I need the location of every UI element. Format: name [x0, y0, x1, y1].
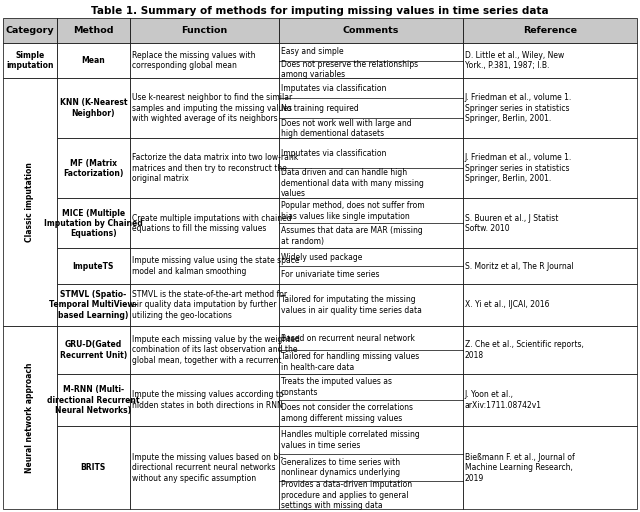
- Text: Does not preserve the relationships
among variables: Does not preserve the relationships amon…: [281, 60, 418, 79]
- Text: Z. Che et al., Scientific reports,
2018: Z. Che et al., Scientific reports, 2018: [465, 340, 584, 359]
- Text: M-RNN (Multi-
directional Recurrent
Neural Networks): M-RNN (Multi- directional Recurrent Neur…: [47, 385, 140, 415]
- Bar: [57, 326, 130, 374]
- Bar: [463, 326, 637, 374]
- Bar: [463, 43, 637, 78]
- Bar: [130, 326, 279, 374]
- Text: Table 1. Summary of methods for imputing missing values in time series data: Table 1. Summary of methods for imputing…: [91, 6, 549, 16]
- Text: Tailored for handling missing values
in health-care data: Tailored for handling missing values in …: [281, 352, 419, 372]
- Text: Replace the missing values with
corresponding global mean: Replace the missing values with correspo…: [132, 51, 255, 70]
- Bar: [279, 18, 463, 43]
- Bar: [130, 78, 279, 138]
- Bar: [279, 374, 463, 426]
- Text: Does not consider the correlations
among different missing values: Does not consider the correlations among…: [281, 403, 413, 423]
- Bar: [279, 326, 463, 374]
- Bar: [57, 78, 130, 138]
- Text: No training required: No training required: [281, 104, 358, 113]
- Text: KNN (K-Nearest
Neighbor): KNN (K-Nearest Neighbor): [60, 98, 127, 118]
- Text: Method: Method: [73, 26, 113, 35]
- Bar: [3, 78, 57, 326]
- Bar: [3, 18, 57, 43]
- Bar: [3, 43, 57, 78]
- Bar: [463, 426, 637, 509]
- Bar: [463, 18, 637, 43]
- Bar: [279, 426, 463, 509]
- Bar: [279, 43, 463, 78]
- Bar: [279, 78, 463, 138]
- Bar: [279, 198, 463, 248]
- Text: Reference: Reference: [523, 26, 577, 35]
- Text: MICE (Multiple
Imputation by Chained
Equations): MICE (Multiple Imputation by Chained Equ…: [44, 208, 143, 238]
- Bar: [57, 18, 130, 43]
- Text: J. Yoon et al.,
arXiv:1711.08742v1: J. Yoon et al., arXiv:1711.08742v1: [465, 390, 541, 410]
- Text: Impute each missing value by the weighted
combination of its last observation an: Impute each missing value by the weighte…: [132, 335, 300, 365]
- Text: Imputates via classification: Imputates via classification: [281, 149, 386, 158]
- Text: STMVL (Spatio-
Temporal MultiView-
based Learning): STMVL (Spatio- Temporal MultiView- based…: [49, 290, 138, 319]
- Bar: [57, 284, 130, 326]
- Bar: [57, 198, 130, 248]
- Bar: [130, 18, 279, 43]
- Text: Does not work well with large and
high dementional datasets: Does not work well with large and high d…: [281, 118, 412, 138]
- Text: For univariate time series: For univariate time series: [281, 270, 380, 279]
- Bar: [463, 284, 637, 326]
- Text: Tailored for imputating the missing
values in air quality time series data: Tailored for imputating the missing valu…: [281, 295, 422, 314]
- Bar: [3, 326, 57, 509]
- Bar: [279, 284, 463, 326]
- Text: MF (Matrix
Factorization): MF (Matrix Factorization): [63, 159, 124, 178]
- Bar: [57, 426, 130, 509]
- Text: D. Little et al., Wiley, New
York., P.381, 1987; I.B.: D. Little et al., Wiley, New York., P.38…: [465, 51, 564, 70]
- Text: S. Moritz et al, The R Journal: S. Moritz et al, The R Journal: [465, 262, 573, 270]
- Text: STMVL is the state-of-the-art method for
air quality data imputation by further
: STMVL is the state-of-the-art method for…: [132, 290, 287, 319]
- Text: Function: Function: [181, 26, 227, 35]
- Text: Impute missing value using the state space
model and kalman smoothing: Impute missing value using the state spa…: [132, 257, 300, 275]
- Text: Simple
imputation: Simple imputation: [6, 51, 54, 70]
- Bar: [130, 248, 279, 284]
- Bar: [130, 43, 279, 78]
- Text: Impute the missing values according to
hidden states in both directions in RNN: Impute the missing values according to h…: [132, 390, 284, 410]
- Text: Popular method, does not suffer from
bias values like single imputation: Popular method, does not suffer from bia…: [281, 201, 424, 221]
- Text: Provides a data-driven imputation
procedure and applies to general
settings with: Provides a data-driven imputation proced…: [281, 480, 412, 510]
- Text: Treats the imputed values as
constants: Treats the imputed values as constants: [281, 377, 392, 397]
- Text: BRITS: BRITS: [81, 463, 106, 472]
- Bar: [57, 374, 130, 426]
- Bar: [463, 198, 637, 248]
- Text: Impute the missing values based on bi-
directional recurrent neural networks
wit: Impute the missing values based on bi- d…: [132, 453, 283, 483]
- Text: Create multiple imputations with chained
equations to fill the missing values: Create multiple imputations with chained…: [132, 214, 291, 233]
- Text: S. Buuren et al., J Statist
Softw. 2010: S. Buuren et al., J Statist Softw. 2010: [465, 214, 558, 233]
- Bar: [130, 374, 279, 426]
- Text: Factorize the data matrix into two low-rank
matrices and then try to reconstruct: Factorize the data matrix into two low-r…: [132, 154, 298, 183]
- Bar: [279, 248, 463, 284]
- Text: J. Friedman et al., volume 1.
Springer series in statistics
Springer, Berlin, 20: J. Friedman et al., volume 1. Springer s…: [465, 93, 572, 123]
- Bar: [130, 138, 279, 198]
- Bar: [463, 374, 637, 426]
- Text: Category: Category: [6, 26, 54, 35]
- Text: Neural network approach: Neural network approach: [26, 362, 35, 473]
- Text: Imputates via classification: Imputates via classification: [281, 83, 386, 93]
- Text: ImputeTS: ImputeTS: [73, 262, 114, 270]
- Bar: [57, 248, 130, 284]
- Bar: [57, 138, 130, 198]
- Text: J. Friedman et al., volume 1.
Springer series in statistics
Springer, Berlin, 20: J. Friedman et al., volume 1. Springer s…: [465, 154, 572, 183]
- Text: Use k-nearest neighbor to find the similar
samples and imputing the missing valu: Use k-nearest neighbor to find the simil…: [132, 93, 292, 123]
- Text: Generalizes to time series with
nonlinear dynamics underlying: Generalizes to time series with nonlinea…: [281, 458, 400, 477]
- Text: Easy and simple: Easy and simple: [281, 47, 344, 56]
- Bar: [130, 198, 279, 248]
- Text: Assumes that data are MAR (missing
at random): Assumes that data are MAR (missing at ra…: [281, 226, 422, 246]
- Text: GRU-D(Gated
Recurrent Unit): GRU-D(Gated Recurrent Unit): [60, 340, 127, 359]
- Bar: [463, 248, 637, 284]
- Text: Based on recurrent neural network: Based on recurrent neural network: [281, 333, 415, 343]
- Text: Data driven and can handle high
dementional data with many missing
values: Data driven and can handle high dementio…: [281, 168, 424, 198]
- Text: Mean: Mean: [81, 56, 105, 65]
- Text: Handles multiple correlated missing
values in time series: Handles multiple correlated missing valu…: [281, 431, 420, 450]
- Bar: [57, 43, 130, 78]
- Text: Bießmann F. et al., Journal of
Machine Learning Research,
2019: Bießmann F. et al., Journal of Machine L…: [465, 453, 575, 483]
- Bar: [463, 78, 637, 138]
- Bar: [130, 426, 279, 509]
- Bar: [463, 138, 637, 198]
- Text: Comments: Comments: [342, 26, 399, 35]
- Bar: [130, 284, 279, 326]
- Bar: [279, 138, 463, 198]
- Text: X. Yi et al., IJCAI, 2016: X. Yi et al., IJCAI, 2016: [465, 301, 549, 309]
- Text: Classic imputation: Classic imputation: [26, 162, 35, 242]
- Text: Widely used package: Widely used package: [281, 253, 362, 262]
